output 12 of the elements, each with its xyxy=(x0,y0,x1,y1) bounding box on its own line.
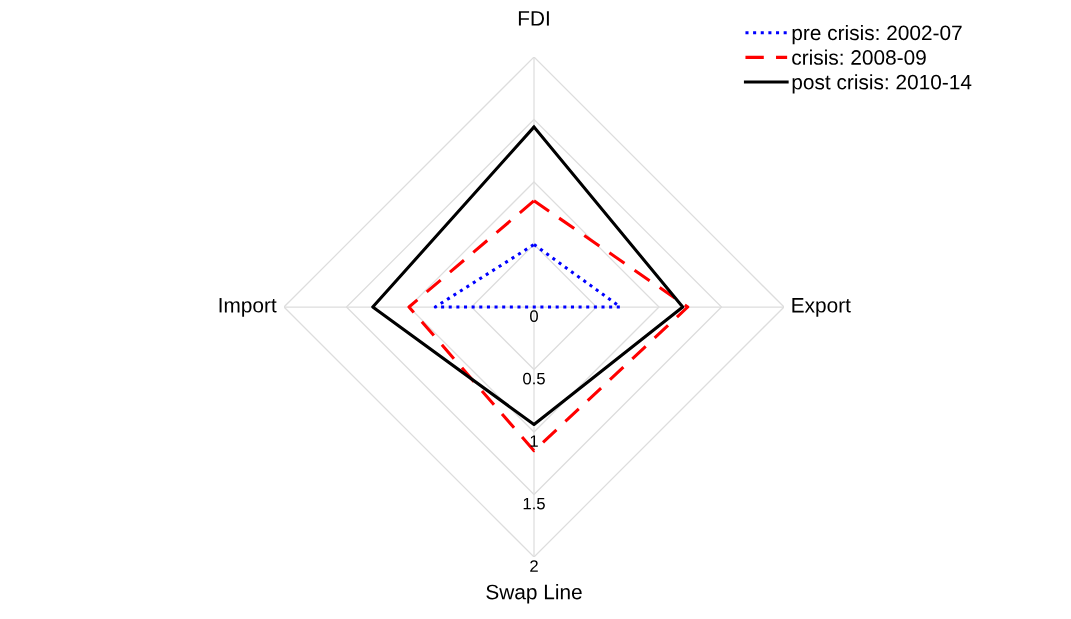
legend-label: pre crisis: 2002-07 xyxy=(792,24,962,45)
y-tick-label: 0 xyxy=(530,310,538,323)
y-tick-label: 1 xyxy=(530,435,538,447)
spoke-label: FDI xyxy=(518,11,549,26)
spoke-label: Import xyxy=(219,298,277,317)
y-tick-label: 1.5 xyxy=(523,497,545,510)
y-tick-label: 2 xyxy=(530,560,538,572)
y-tick-label: 0.5 xyxy=(523,372,545,385)
spoke-label: Swap Line xyxy=(486,584,582,604)
spoke-label: Export xyxy=(792,298,851,317)
legend-label: post crisis: 2010-14 xyxy=(792,74,972,94)
legend-label: crisis: 2008-09 xyxy=(792,49,926,65)
